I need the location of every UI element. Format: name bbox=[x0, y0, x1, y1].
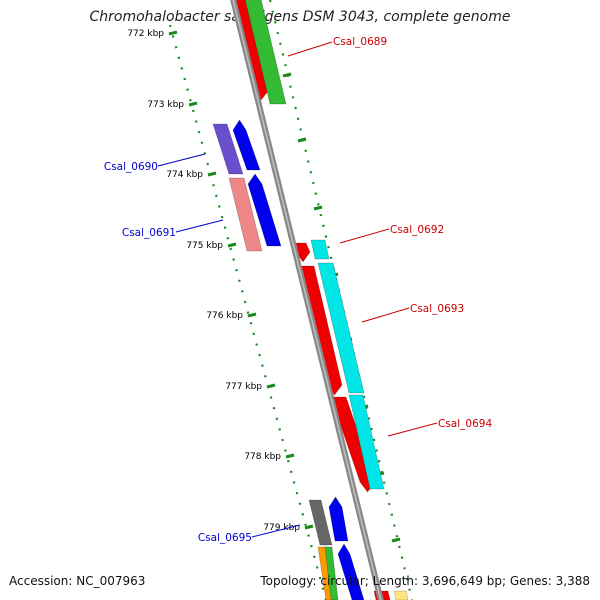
gene-Csal_0691-gene bbox=[228, 177, 263, 252]
gene-label-Csal_0691: Csal_0691 bbox=[122, 227, 176, 239]
scale-tick bbox=[304, 524, 314, 530]
scale-label: 779 kbp bbox=[263, 523, 300, 533]
genome-summary: Topology: circular; Length: 3,696,649 bp… bbox=[260, 574, 590, 588]
inner-scale-tick bbox=[282, 72, 292, 78]
gene-Csal_0695-gene bbox=[308, 499, 333, 546]
gene-Csal_0693-gene bbox=[317, 262, 365, 394]
label-leader-line bbox=[361, 307, 410, 323]
gene-label-Csal_0694: Csal_0694 bbox=[438, 418, 492, 430]
scale-label: 776 kbp bbox=[206, 311, 243, 321]
scale-label: 778 kbp bbox=[244, 452, 281, 462]
inner-scale-tick bbox=[297, 137, 307, 143]
gene-labels: Csal_0689 Csal_0690 Csal_0691 Csal_0692 Csal… bbox=[104, 36, 493, 544]
scale-label: 772 kbp bbox=[127, 29, 164, 39]
gene-label-Csal_0692: Csal_0692 bbox=[390, 224, 444, 236]
scale-tick bbox=[247, 312, 257, 318]
scale-tick bbox=[266, 383, 276, 389]
label-leader-line bbox=[157, 153, 206, 167]
gene-label-Csal_0693: Csal_0693 bbox=[410, 303, 464, 315]
inner-scale-tick bbox=[391, 537, 401, 543]
map-title: Chromohalobacter salexigens DSM 3043, co… bbox=[89, 9, 511, 25]
gene-partial-yellow bbox=[393, 590, 409, 600]
gene-features bbox=[212, 0, 409, 600]
scale-ticks: 772 kbp 773 kbp 774 kbp 775 kbp 776 kbp 777 k… bbox=[127, 29, 401, 543]
gene-Csal_0691-cds bbox=[247, 173, 282, 247]
gene-Csal_0694-gene bbox=[348, 394, 385, 490]
gene-label-Csal_0695: Csal_0695 bbox=[198, 532, 252, 544]
gene-Csal_0689-gene bbox=[244, 0, 287, 105]
scale-label: 775 kbp bbox=[186, 241, 223, 251]
gene-Csal_0692-gene bbox=[310, 239, 330, 260]
label-leader-line bbox=[287, 41, 333, 57]
accession-label: Accession: NC_007963 bbox=[9, 574, 146, 588]
scale-tick bbox=[188, 101, 198, 107]
scale-tick bbox=[285, 453, 295, 459]
scale-label: 777 kbp bbox=[225, 382, 262, 392]
gene-Csal_0695-cds bbox=[328, 496, 349, 542]
scale-tick bbox=[227, 242, 237, 248]
scale-tick bbox=[207, 171, 217, 177]
inner-scale-tick bbox=[313, 205, 323, 211]
gene-label-Csal_0690: Csal_0690 bbox=[104, 161, 158, 173]
scale-tick bbox=[168, 30, 178, 36]
label-leader-line bbox=[175, 219, 224, 233]
backbone-highlight bbox=[232, 0, 382, 600]
label-leader-line bbox=[387, 422, 438, 437]
gene-Csal_0696-part bbox=[324, 546, 339, 600]
gene-Csal_0690-cds bbox=[232, 119, 261, 171]
outer-dot-track bbox=[168, 24, 328, 600]
label-leader-line bbox=[251, 524, 301, 538]
gene-Csal_0696-cds bbox=[337, 543, 365, 600]
backbone bbox=[230, 0, 384, 600]
scale-label: 774 kbp bbox=[166, 170, 203, 180]
scale-label: 773 kbp bbox=[147, 100, 184, 110]
gene-label-Csal_0689: Csal_0689 bbox=[333, 36, 387, 48]
label-leader-line bbox=[339, 228, 390, 244]
gene-Csal_0690-gene bbox=[212, 123, 244, 175]
dot-tracks bbox=[168, 0, 414, 600]
